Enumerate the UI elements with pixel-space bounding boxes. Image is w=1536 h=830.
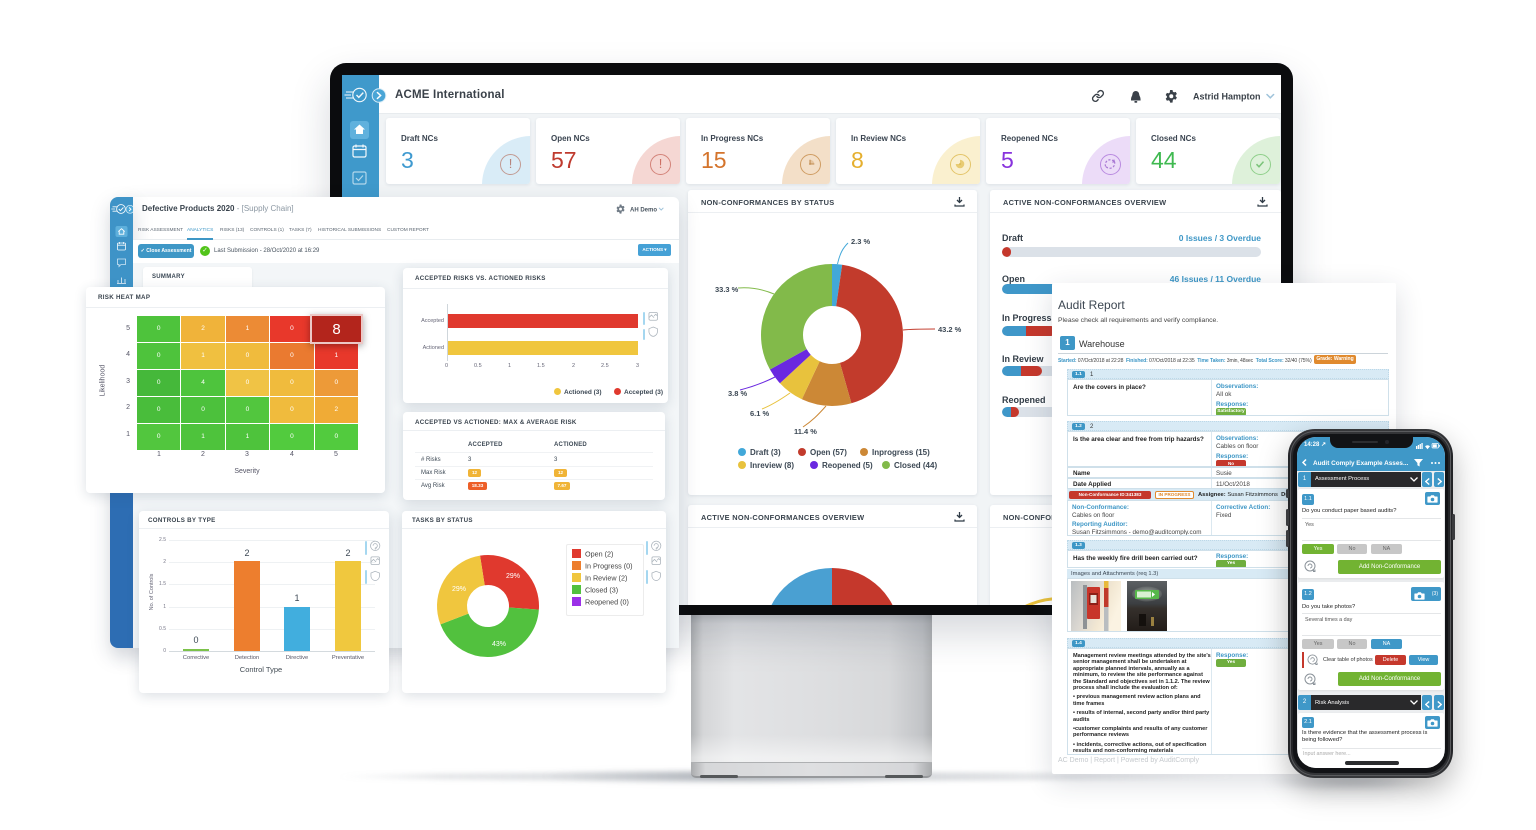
- svg-text:Astrid Hampton: Astrid Hampton: [1193, 92, 1261, 102]
- svg-text:29%: 29%: [452, 586, 466, 593]
- svg-text:11.4 %: 11.4 %: [794, 427, 817, 436]
- svg-text:Open (57): Open (57): [810, 448, 847, 457]
- svg-text:Inprogress (15): Inprogress (15): [872, 448, 930, 457]
- svg-text:Draft (3): Draft (3): [750, 448, 781, 457]
- svg-text:6.1 %: 6.1 %: [750, 409, 770, 418]
- svg-text:2.3 %: 2.3 %: [851, 237, 871, 246]
- svg-text:43%: 43%: [492, 641, 506, 648]
- svg-text:33.3 %: 33.3 %: [715, 285, 739, 294]
- svg-text:43.2 %: 43.2 %: [938, 325, 962, 334]
- svg-text:Reopened (5): Reopened (5): [822, 461, 873, 470]
- svg-text:29%: 29%: [506, 573, 520, 580]
- svg-text:Audit Comply Example Asses...: Audit Comply Example Asses...: [1313, 460, 1409, 467]
- svg-text:AH Demo: AH Demo: [630, 208, 657, 214]
- svg-text:Closed (44): Closed (44): [894, 461, 937, 470]
- svg-text:Inreview (8): Inreview (8): [750, 461, 794, 470]
- svg-text:3.8 %: 3.8 %: [728, 389, 748, 398]
